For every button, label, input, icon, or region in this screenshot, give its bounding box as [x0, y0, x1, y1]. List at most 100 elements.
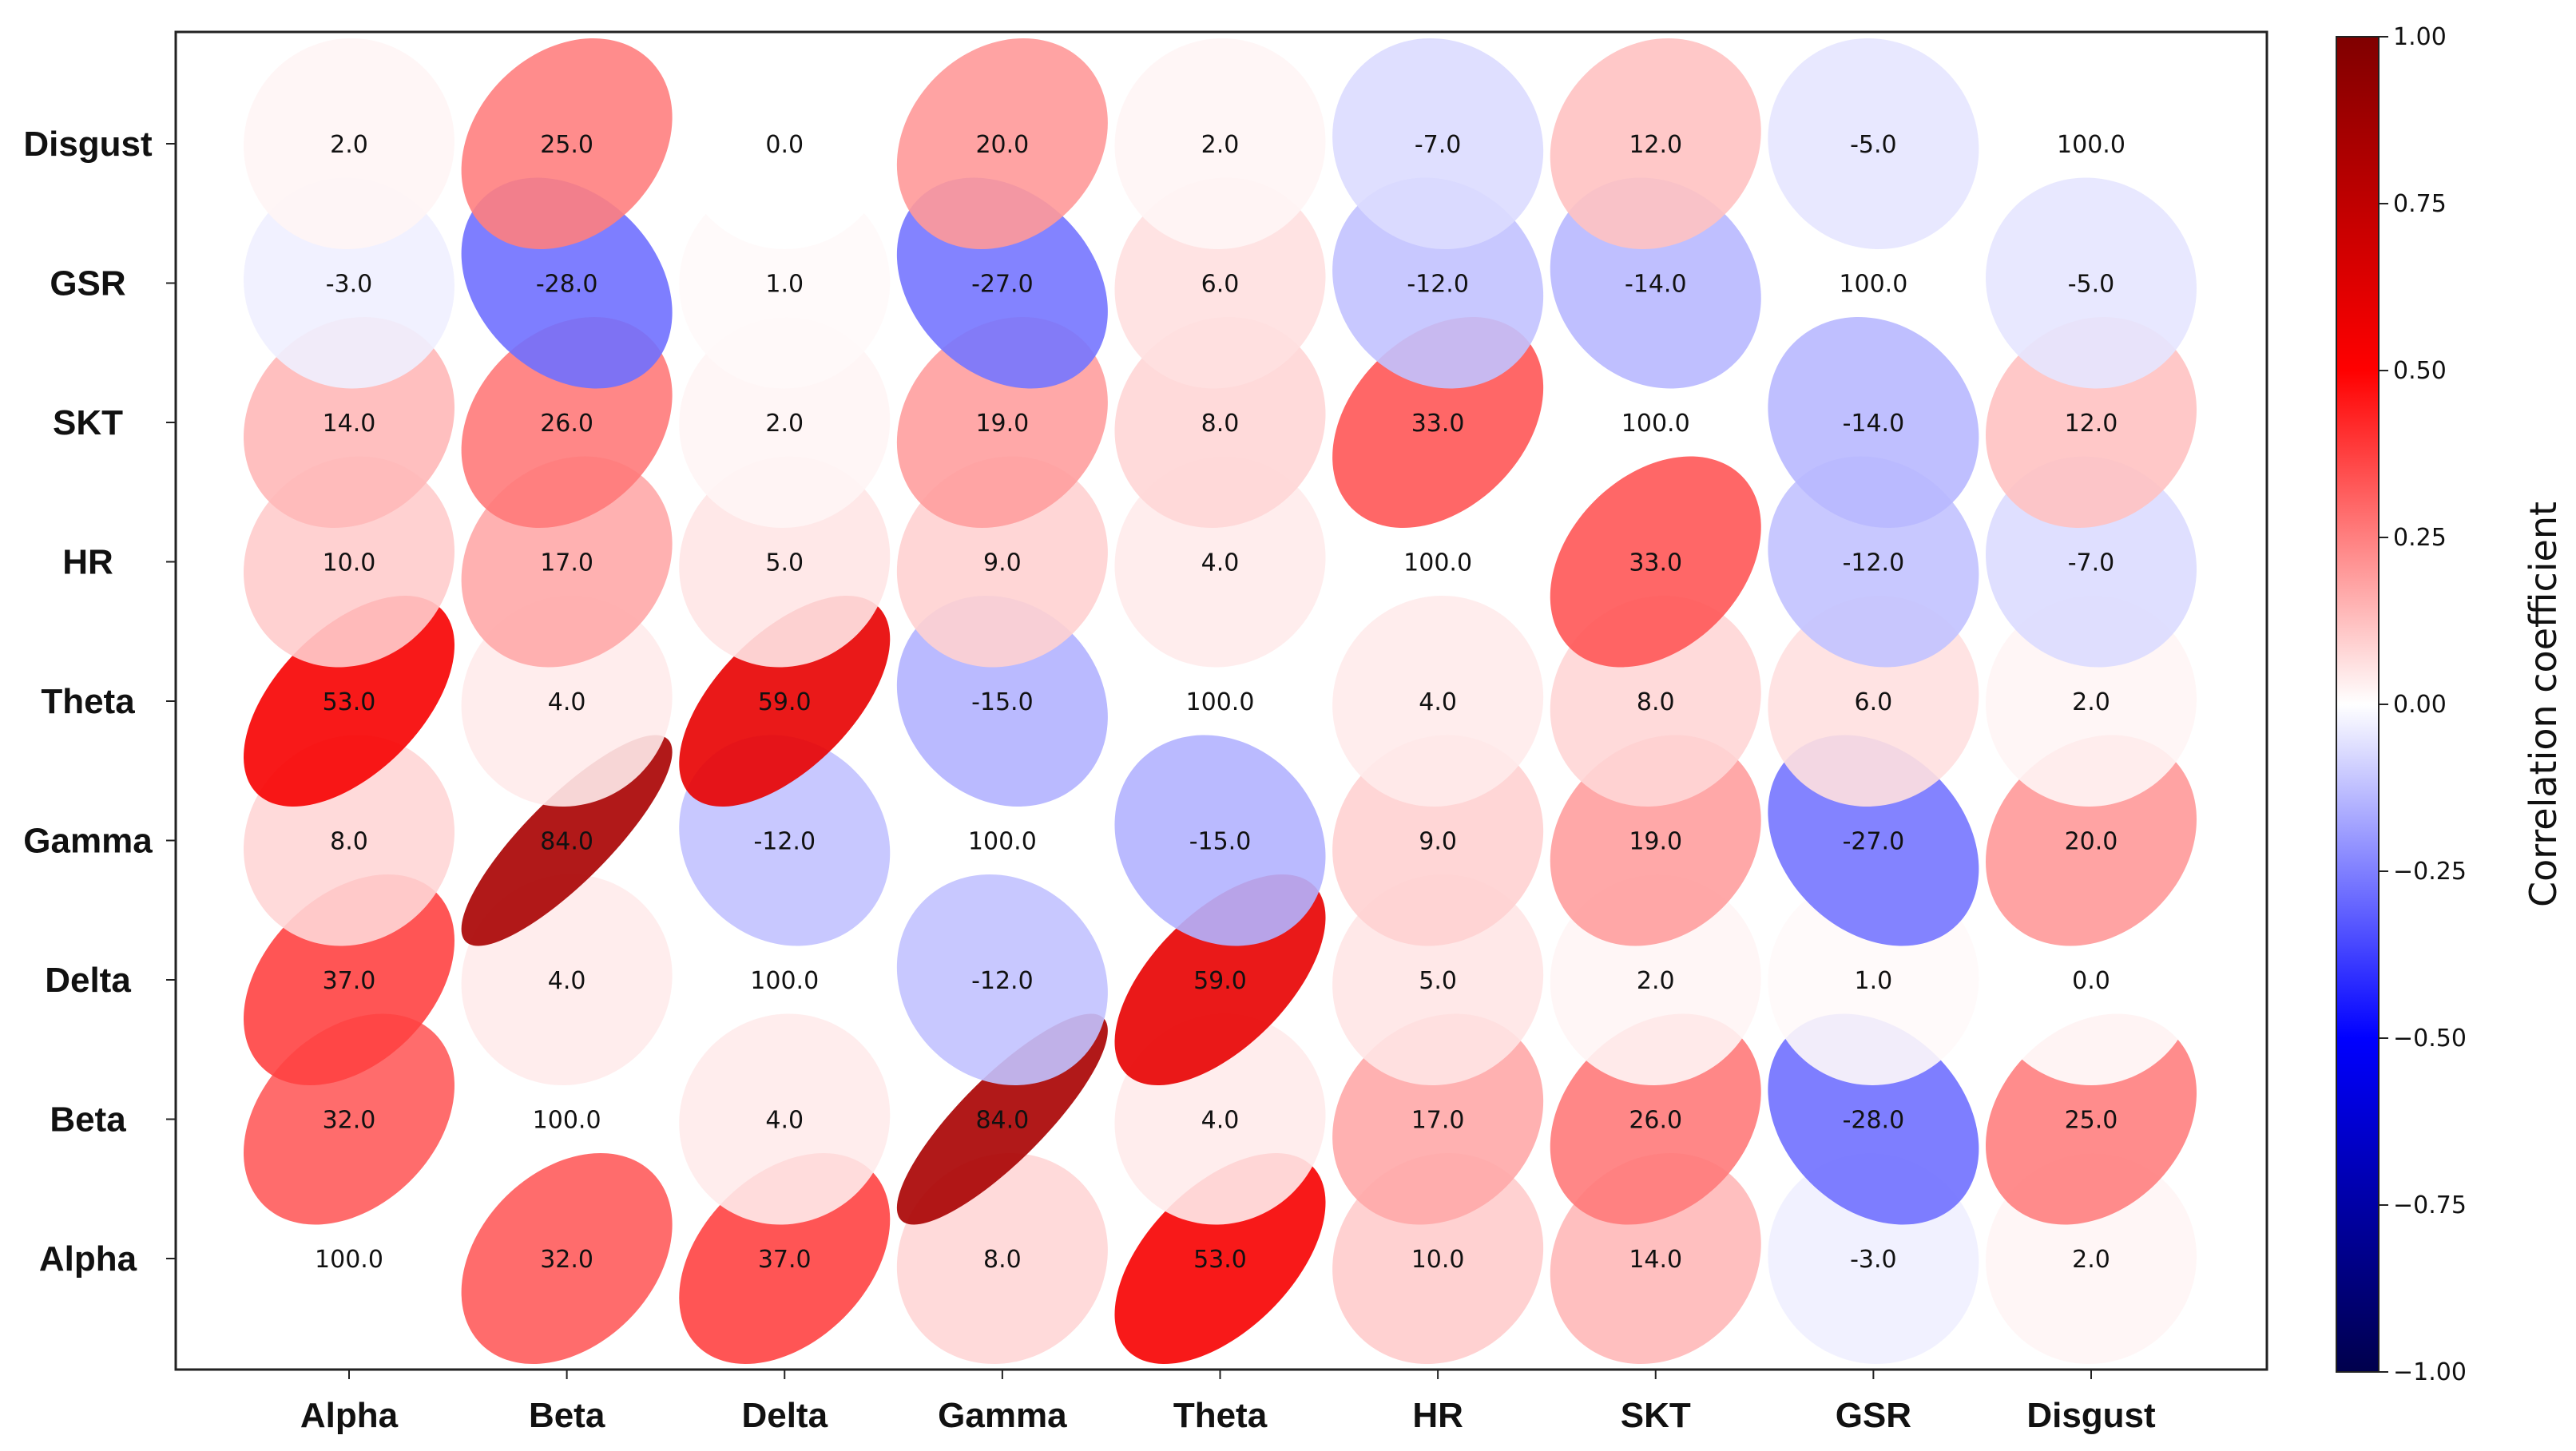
cell-value-label: 17.0 [540, 549, 593, 577]
matrix-cell: 2.0 [1114, 38, 1326, 250]
cell-value-label: 1.0 [1855, 967, 1893, 995]
correlation-ellipse [461, 1153, 673, 1364]
cell-value-label: 2.0 [330, 131, 368, 159]
cell-value-label: -28.0 [1843, 1107, 1905, 1135]
cell-value-label: 14.0 [1629, 1246, 1682, 1274]
correlation-ellipse [1768, 38, 1979, 249]
matrix-cell: -7.0 [1332, 38, 1544, 249]
cell-value-label: 1.0 [765, 271, 804, 299]
cell-value-label: -27.0 [1843, 828, 1905, 856]
matrix-cell: -5.0 [1985, 177, 2197, 389]
y-tick-label: SKT [53, 403, 123, 442]
cell-value-label: -5.0 [2068, 271, 2115, 299]
x-tick-label: Theta [1173, 1396, 1268, 1435]
cell-value-label: 26.0 [540, 410, 593, 438]
cell-value-label: 100.0 [1403, 549, 1472, 577]
cell-value-label: 17.0 [1411, 1107, 1465, 1135]
cell-value-label: -12.0 [1843, 549, 1905, 577]
matrix-cell: -15.0 [1114, 735, 1326, 946]
cell-value-label: -12.0 [753, 828, 816, 856]
colorbar-tick-label: 1.00 [2393, 23, 2447, 51]
cell-value-label: 14.0 [323, 410, 376, 438]
cell-value-label: -12.0 [1407, 271, 1469, 299]
cell-value-label: 4.0 [1201, 1107, 1240, 1135]
cell-value-label: 33.0 [1411, 410, 1465, 438]
cell-value-label: 33.0 [1629, 549, 1682, 577]
matrix-cell: 100.0 [2057, 131, 2125, 159]
cell-value-label: 26.0 [1629, 1107, 1682, 1135]
x-tick-label: Alpha [300, 1396, 399, 1435]
cell-value-label: 2.0 [1637, 967, 1675, 995]
matrix-cell: 0.0 [679, 38, 891, 249]
matrix-cell: 100.0 [1839, 271, 1907, 299]
cell-value-label: 9.0 [983, 549, 1022, 577]
cell-value-label: 4.0 [548, 688, 586, 716]
cell-value-label: 100.0 [1839, 271, 1907, 299]
cell-value-label: 0.0 [2072, 967, 2110, 995]
matrix-cell: 100.0 [315, 1246, 383, 1274]
y-tick-label: GSR [50, 264, 125, 303]
cell-value-label: 59.0 [758, 688, 812, 716]
cell-value-label: 84.0 [540, 828, 593, 856]
cell-value-label: 4.0 [548, 967, 586, 995]
cell-value-label: -15.0 [971, 688, 1034, 716]
cell-value-label: 53.0 [1193, 1246, 1247, 1274]
correlation-ellipse [1114, 38, 1326, 250]
cell-value-label: -3.0 [326, 271, 373, 299]
correlation-ellipse [1550, 456, 1761, 668]
cell-value-label: 2.0 [2072, 688, 2110, 716]
colorbar-tick-label: 0.75 [2393, 190, 2447, 218]
cell-value-label: 25.0 [2065, 1107, 2118, 1135]
matrix-cell: -14.0 [1768, 316, 1979, 528]
y-tick-label: Theta [41, 682, 135, 721]
x-tick-label: Delta [741, 1396, 828, 1435]
y-tick-label: Gamma [23, 822, 153, 861]
correlation-ellipse [896, 38, 1108, 250]
correlation-ellipse [1985, 177, 2197, 389]
cell-value-label: 20.0 [2065, 828, 2118, 856]
cell-value-label: 37.0 [758, 1246, 812, 1274]
matrix-cell: 12.0 [1550, 38, 1761, 250]
cell-value-label: 8.0 [1637, 688, 1675, 716]
colorbar-tick-label: 0.50 [2393, 357, 2447, 385]
correlation-ellipse [1332, 595, 1544, 807]
x-axis-ticks: Alpha Beta Delta Gamma Theta HR SKT GSR Disgust [300, 1370, 2156, 1435]
cell-value-label: 6.0 [1201, 271, 1240, 299]
cell-value-label: -14.0 [1625, 271, 1687, 299]
cell-value-label: 8.0 [330, 828, 368, 856]
matrix-cell: 4.0 [1332, 595, 1544, 807]
cell-value-label: -27.0 [971, 271, 1034, 299]
cell-value-label: 100.0 [2057, 131, 2125, 159]
colorbar [2336, 36, 2380, 1373]
matrix-cells: 100.0 32.0 37.0 8.0 53.0 10.0 14.0 -3.0 2.0 32.0 1… [243, 38, 2197, 1365]
cell-value-label: 25.0 [540, 131, 593, 159]
correlation-ellipse [1550, 38, 1761, 250]
y-tick-label: Beta [50, 1100, 126, 1140]
x-tick-label: GSR [1836, 1396, 1911, 1435]
cell-value-label: 4.0 [1419, 688, 1457, 716]
matrix-cell: 33.0 [1550, 456, 1761, 668]
y-tick-label: HR [62, 543, 113, 582]
colorbar-tick-label: 0.25 [2393, 524, 2447, 552]
matrix-cell: 4.0 [679, 1013, 891, 1225]
cell-value-label: 10.0 [1411, 1246, 1465, 1274]
correlation-ellipse [1768, 316, 1979, 528]
cell-value-label: -7.0 [1415, 131, 1462, 159]
colorbar-tick-label: 0.00 [2393, 691, 2447, 719]
matrix-cell: 100.0 [1621, 410, 1690, 438]
matrix-cell: 32.0 [461, 1153, 673, 1364]
cell-value-label: -15.0 [1189, 828, 1252, 856]
y-tick-label: Disgust [23, 125, 153, 164]
cell-value-label: 6.0 [1855, 688, 1893, 716]
correlation-ellipse [679, 1013, 891, 1225]
cell-value-label: 100.0 [533, 1107, 601, 1135]
correlation-ellipse [244, 596, 455, 807]
cell-value-label: 19.0 [1629, 828, 1682, 856]
y-tick-label: Alpha [39, 1239, 137, 1279]
correlation-ellipse [461, 38, 673, 250]
colorbar-tick-label: −0.50 [2393, 1025, 2467, 1053]
cell-value-label: 59.0 [1193, 967, 1247, 995]
cell-value-label: 8.0 [1201, 410, 1240, 438]
matrix-cell: 100.0 [968, 828, 1037, 856]
